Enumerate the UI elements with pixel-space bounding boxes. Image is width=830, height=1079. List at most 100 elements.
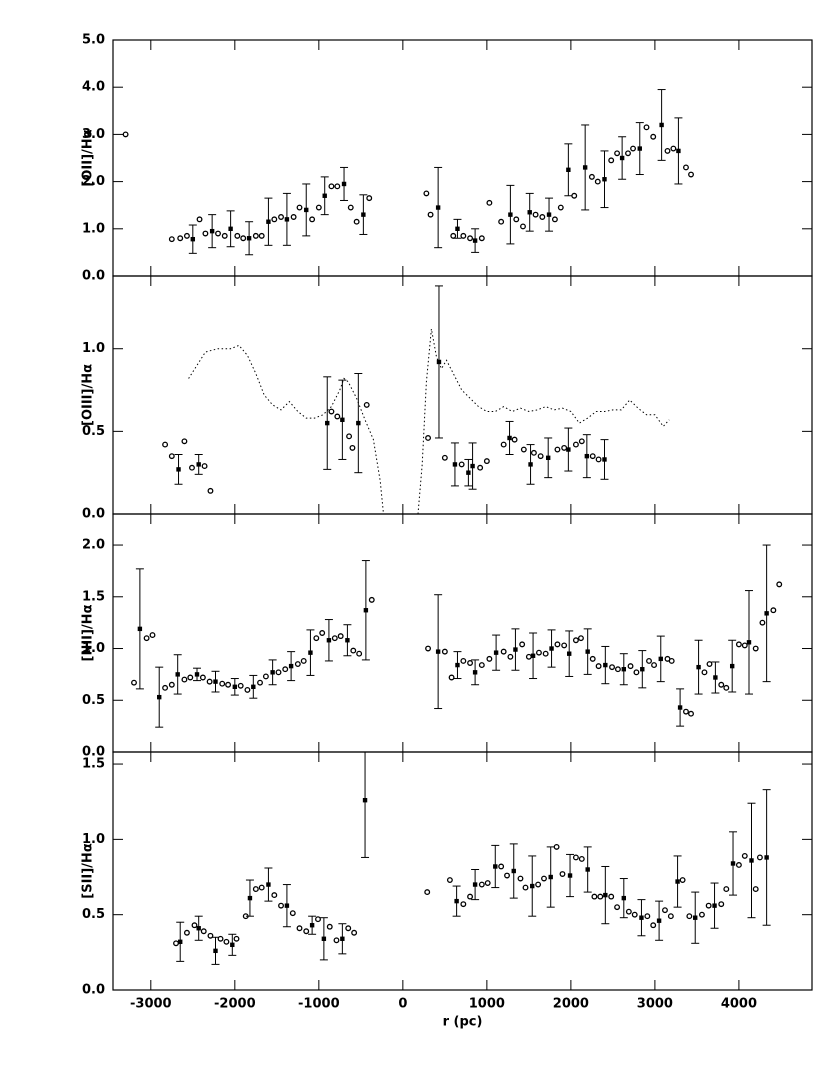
point (614, 150, 621, 157)
panel-frame (112, 39, 813, 277)
point (246, 236, 252, 241)
point (196, 462, 201, 467)
point (194, 672, 200, 677)
point (578, 438, 585, 445)
point (498, 863, 505, 870)
x-tick-label: -1000 (298, 997, 340, 1012)
point (693, 915, 698, 920)
point (183, 929, 190, 936)
point (486, 655, 493, 662)
x-tick-label: 3000 (637, 997, 673, 1012)
point (271, 892, 278, 899)
point (199, 674, 206, 681)
point (189, 464, 195, 471)
point (363, 401, 370, 408)
point (450, 232, 457, 239)
point (633, 669, 640, 676)
point (688, 171, 694, 178)
point (217, 935, 224, 942)
point (366, 195, 373, 202)
y-tick-label: 0.0 (82, 983, 105, 998)
point (213, 679, 218, 684)
point (567, 873, 573, 878)
point (328, 408, 335, 415)
point (201, 463, 208, 470)
point (455, 662, 460, 668)
point (452, 462, 458, 467)
point (500, 648, 507, 655)
point (679, 877, 686, 883)
point (237, 682, 244, 689)
point (530, 883, 535, 889)
point (621, 667, 627, 672)
x-axis-label: r (pc) (443, 1015, 483, 1030)
point (296, 925, 303, 932)
point (752, 886, 759, 893)
panel-frame (112, 275, 813, 515)
point (484, 880, 491, 887)
y-tick-label: 0.5 (82, 907, 105, 922)
point (508, 212, 513, 217)
point (764, 611, 769, 616)
point (168, 681, 175, 688)
point (436, 359, 442, 365)
point (181, 676, 188, 683)
point (478, 235, 485, 242)
y-tick-label: 1.0 (82, 641, 105, 656)
y-tick-label: 0.0 (82, 745, 105, 760)
point (441, 648, 448, 655)
point (603, 892, 608, 898)
point (585, 867, 590, 872)
point (625, 908, 632, 915)
point (662, 907, 668, 914)
point (528, 462, 533, 467)
point (639, 915, 644, 920)
point (202, 230, 209, 237)
point (270, 670, 275, 675)
point (315, 916, 321, 923)
point (498, 218, 505, 225)
point (313, 635, 320, 642)
point (519, 641, 526, 648)
point (131, 679, 137, 686)
point (349, 444, 356, 451)
point (517, 875, 524, 882)
y-tick-label: 1.5 (82, 757, 105, 772)
x-tick-label: 0 (398, 997, 407, 1012)
point (713, 675, 718, 680)
y-tick-label: 3.0 (82, 127, 105, 142)
point (527, 210, 532, 215)
point (650, 922, 657, 929)
point (478, 881, 485, 888)
point (427, 211, 434, 218)
point (232, 684, 238, 690)
point (309, 923, 315, 928)
point (683, 708, 689, 715)
point (670, 145, 677, 152)
point (262, 673, 269, 680)
point (460, 901, 467, 908)
point (759, 619, 766, 626)
point (659, 122, 664, 128)
point (588, 173, 595, 180)
point (585, 649, 590, 654)
point (363, 608, 369, 613)
point (173, 940, 179, 947)
point (467, 235, 474, 242)
y-axis-label: [OII]/Hα (81, 129, 96, 186)
point (566, 447, 571, 452)
point (741, 642, 748, 649)
point (251, 684, 256, 690)
point (608, 157, 615, 164)
point (282, 666, 289, 673)
model-line (188, 328, 670, 514)
point (467, 893, 474, 900)
point (284, 217, 290, 222)
point (542, 650, 549, 657)
point (351, 929, 358, 936)
panel-frame (112, 513, 813, 753)
point (723, 684, 730, 691)
point (308, 650, 313, 655)
